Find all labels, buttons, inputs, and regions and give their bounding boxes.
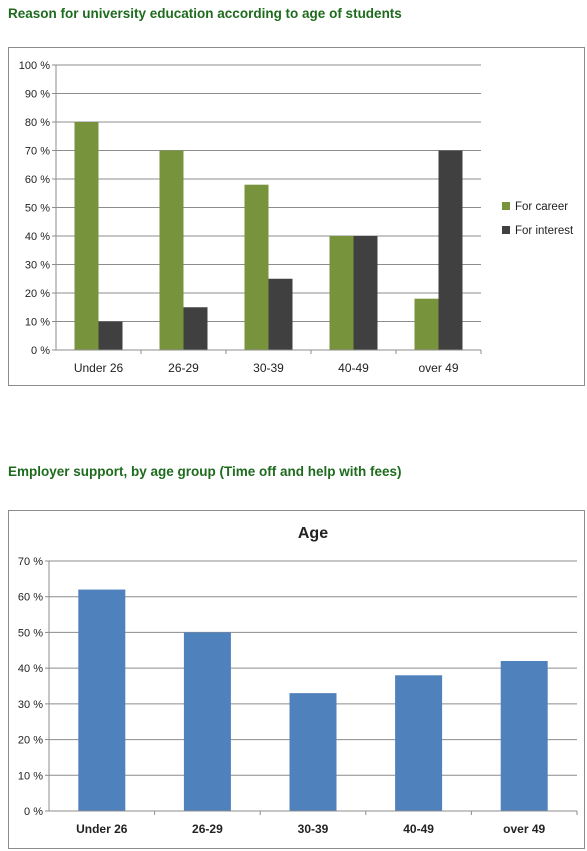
chart1-bar	[268, 278, 293, 350]
chart1-legend-swatch	[502, 202, 510, 210]
chart1-y-tick-label: 80 %	[25, 117, 50, 129]
chart2-frame: 0 % 10 % 20 % 30 % 40 % 50 % 60 % 70 % Under 26 2…	[8, 510, 585, 849]
chart2-bar	[289, 693, 337, 811]
chart2-bar	[78, 589, 126, 811]
chart1-x-tick-label: over 49	[418, 361, 458, 375]
chart2-y-tick-label: 0 %	[24, 806, 43, 818]
chart2-y-tick-label: 20 %	[18, 735, 43, 747]
chart2-plot: 0 % 10 % 20 % 30 % 40 % 50 % 60 % 70 % Under 26 2…	[18, 525, 578, 836]
chart2-x-tick-label: Under 26	[76, 822, 128, 836]
chart1-x-tick-label: 40-49	[338, 361, 369, 375]
chart1-y-tick-label: 100 %	[19, 60, 50, 72]
chart2-x-tick-label: over 49	[503, 822, 545, 836]
chart1-y-tick-label: 0 %	[31, 345, 50, 357]
chart1-legend-label: For interest	[515, 225, 574, 237]
chart2-y-tick-label: 50 %	[18, 627, 43, 639]
chart2-y-tick-label: 70 %	[18, 556, 43, 568]
chart1-bar	[329, 236, 354, 350]
chart2-y-tick-label: 10 %	[18, 770, 43, 782]
chart1-bar	[74, 122, 99, 350]
chart1-y-tick-label: 10 %	[25, 317, 50, 329]
chart1-bar	[98, 321, 123, 350]
chart1-bar	[244, 184, 269, 350]
chart1-bar	[353, 236, 378, 350]
chart1-legend-label: For career	[515, 201, 568, 213]
chart1-y-tick-label: 60 %	[25, 174, 50, 186]
chart1-legend-swatch	[502, 226, 510, 234]
chart2-y-tick-label: 30 %	[18, 699, 43, 711]
chart1-bar	[183, 307, 208, 350]
chart2-bar	[183, 632, 231, 811]
chart1-bar	[159, 150, 184, 350]
chart1-y-tick-label: 30 %	[25, 260, 50, 272]
chart2-bar	[500, 661, 548, 811]
chart2-x-tick-label: 30-39	[298, 822, 329, 836]
chart1-plot: 0 % 10 % 20 % 30 % 40 % 50 % 60 % 70 % 80 % 90 % 1…	[19, 60, 574, 375]
chart1-frame: 0 % 10 % 20 % 30 % 40 % 50 % 60 % 70 % 80 % 90 % 1…	[8, 47, 585, 386]
chart1-y-tick-label: 20 %	[25, 288, 50, 300]
chart2-y-tick-label: 60 %	[18, 592, 43, 604]
chart2-title: Age	[298, 525, 328, 542]
chart2-bar	[395, 675, 443, 811]
chart1-y-tick-label: 70 %	[25, 146, 50, 158]
chart1-x-tick-label: 30-39	[253, 361, 284, 375]
chart1-bar	[438, 150, 463, 350]
chart1-heading: Reason for university education accordin…	[8, 6, 402, 21]
chart2-y-tick-label: 40 %	[18, 663, 43, 675]
chart1-y-tick-label: 50 %	[25, 203, 50, 215]
chart1-x-tick-label: Under 26	[74, 361, 124, 375]
chart2-x-tick-label: 26-29	[192, 822, 223, 836]
chart2-heading: Employer support, by age group (Time off…	[8, 464, 402, 479]
chart1-bar	[414, 298, 439, 350]
chart1-y-tick-label: 90 %	[25, 89, 50, 101]
chart1-y-tick-label: 40 %	[25, 231, 50, 243]
chart2-x-tick-label: 40-49	[403, 822, 434, 836]
chart1-x-tick-label: 26-29	[168, 361, 199, 375]
